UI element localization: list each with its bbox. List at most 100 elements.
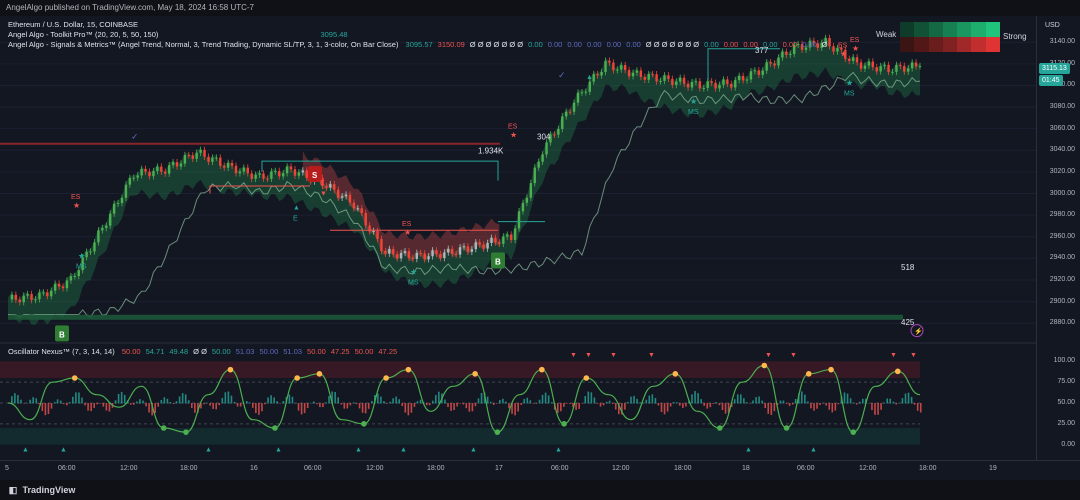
histogram-bar — [596, 403, 599, 404]
histogram-bar — [96, 403, 99, 405]
sell-triangle-icon: ▼ — [585, 352, 592, 359]
histogram-bar — [215, 403, 217, 410]
candle-body — [761, 70, 764, 75]
swing-label: 304 — [537, 132, 551, 141]
signals-value: 0.00 — [782, 40, 798, 49]
histogram-bar — [523, 398, 526, 404]
candle-body — [195, 152, 198, 159]
symbol-legend[interactable]: Ethereum / U.S. Dollar, 15, COINBASE — [8, 20, 138, 30]
histogram-bar — [136, 401, 138, 404]
histogram-bar — [148, 403, 150, 413]
candle-body — [112, 203, 116, 214]
candle-body — [506, 234, 509, 237]
histogram-bar — [828, 403, 831, 410]
histogram-bar — [331, 391, 333, 404]
candle-body — [812, 40, 816, 44]
ms-star-icon: ★ — [78, 251, 85, 260]
candle-body — [443, 252, 446, 259]
histogram-bar — [444, 399, 446, 404]
candle-body — [616, 69, 619, 71]
histogram-bar — [636, 398, 638, 404]
histogram-bar — [743, 398, 745, 404]
candle-body — [26, 293, 29, 296]
candle-body — [482, 244, 485, 249]
price-axis[interactable]: USD 3140.003120.003100.003080.003060.003… — [1036, 16, 1080, 460]
histogram-bar — [374, 395, 376, 404]
histogram-bar — [87, 403, 89, 411]
candle-body — [903, 65, 906, 72]
histogram-bar — [627, 401, 629, 404]
toolkit-legend[interactable]: Angel Algo - Toolkit Pro™ (20, 20, 5, 50… — [8, 30, 348, 40]
histogram-bar — [334, 391, 336, 404]
candle-body — [553, 134, 556, 136]
histogram-bar — [755, 397, 757, 404]
candle-body — [525, 197, 529, 203]
time-tick-label: 06:00 — [551, 465, 569, 472]
candle-body — [305, 170, 308, 178]
histogram-bar — [746, 402, 748, 404]
candle-body — [521, 202, 525, 212]
histogram-bar — [697, 393, 699, 404]
oscillator-legend[interactable]: Oscillator Nexus™ (7, 3, 14, 14) 50.00 54… — [8, 347, 397, 357]
candle-body — [844, 49, 847, 59]
price-chart-svg[interactable]: 3773041.934K518425BBSES★ES★ES★ES★ES★★MS★… — [0, 16, 1036, 344]
candle-body — [73, 276, 77, 278]
histogram-bar — [270, 395, 272, 404]
toolkit-title: Angel Algo - Toolkit Pro™ (20, 20, 5, 50… — [8, 30, 159, 39]
oscillator-svg[interactable]: ▼ ▼ ▼ ▼ ▼ ▼ ▼ ▼ ▲ ▲ ▲ ▲ ▲ ▲ ▲ ▲ ▲ ▲ — [0, 345, 1036, 460]
histogram-bar — [337, 397, 339, 404]
oscillator-tick-label: 100.00 — [1053, 357, 1075, 365]
candle-body — [234, 165, 238, 174]
candle-body — [769, 62, 772, 64]
histogram-bar — [35, 398, 38, 404]
histogram-bar — [764, 403, 766, 409]
histogram-bar — [666, 403, 669, 412]
histogram-bar — [776, 403, 779, 406]
current-price: 3115.13 — [1042, 65, 1067, 73]
price-tick-label: 3080.00 — [1049, 103, 1075, 111]
price-tick-label: 3020.00 — [1049, 167, 1075, 175]
signals-value: 0.00 — [723, 40, 739, 49]
histogram-bar — [404, 403, 407, 413]
candle-body — [793, 44, 796, 54]
alert-icon — [910, 324, 924, 338]
histogram-bar — [855, 403, 858, 405]
main-chart-panel[interactable]: 377 304 1.934K 518 425 B B S ES ★ ES ★ ES ★ ES ★ ES ★ ★ MS ★… — [0, 16, 1036, 344]
histogram-bar — [370, 401, 373, 404]
candle-body — [14, 294, 18, 300]
candle-body — [690, 82, 694, 88]
candle-body — [352, 202, 356, 209]
candle-body — [474, 242, 477, 250]
histogram-bar — [657, 403, 660, 406]
countdown-tag: 01:45 — [1039, 75, 1063, 87]
time-tick-label: 12:00 — [859, 465, 877, 472]
histogram-bar — [541, 394, 544, 404]
signals-value: 0.00 — [704, 40, 719, 49]
candle-body — [741, 75, 745, 81]
candle-body — [855, 57, 859, 63]
signals-value: Ø Ø Ø Ø Ø Ø Ø — [645, 40, 700, 49]
es-marker: ES — [71, 194, 81, 201]
bear-arrow-icon: ▼ — [320, 191, 327, 198]
histogram-bar — [782, 400, 785, 404]
histogram-bar — [730, 403, 733, 408]
bull-arrow-icon: ▲ — [293, 205, 300, 212]
candle-body — [679, 77, 682, 82]
overbought-dot — [672, 371, 679, 377]
signals-legend[interactable]: Angel Algo - Signals & Metrics™ (Angel T… — [8, 40, 828, 50]
time-axis[interactable]: 5 06:00 12:00 18:00 16 06:00 12:00 18:00 17 06:00… — [0, 460, 1080, 481]
candle-body — [789, 53, 792, 55]
strength-strong-label: Strong — [1003, 32, 1027, 41]
signals-value: 0.00 — [762, 40, 778, 49]
histogram-bar — [474, 403, 477, 407]
candle-body — [509, 234, 513, 240]
candle-body — [223, 165, 226, 168]
candle-body — [557, 128, 560, 135]
histogram-bar — [395, 396, 397, 404]
oscillator-panel[interactable]: ▼ ▼ ▼ ▼ ▼ ▼ ▼ ▼ ▲ ▲ ▲ ▲ ▲ ▲ ▲ ▲ ▲ ▲ Oscillator Nexus™ (7,… — [0, 345, 1036, 460]
overbought-dot — [316, 371, 323, 377]
histogram-bar — [773, 403, 776, 412]
currency-label[interactable]: USD — [1045, 22, 1060, 29]
oscillator-values: 50.00 54.71 49.48 Ø Ø 50.00 51.03 50.00 51.03 50… — [117, 347, 397, 356]
time-tick-label: 18:00 — [919, 465, 937, 472]
